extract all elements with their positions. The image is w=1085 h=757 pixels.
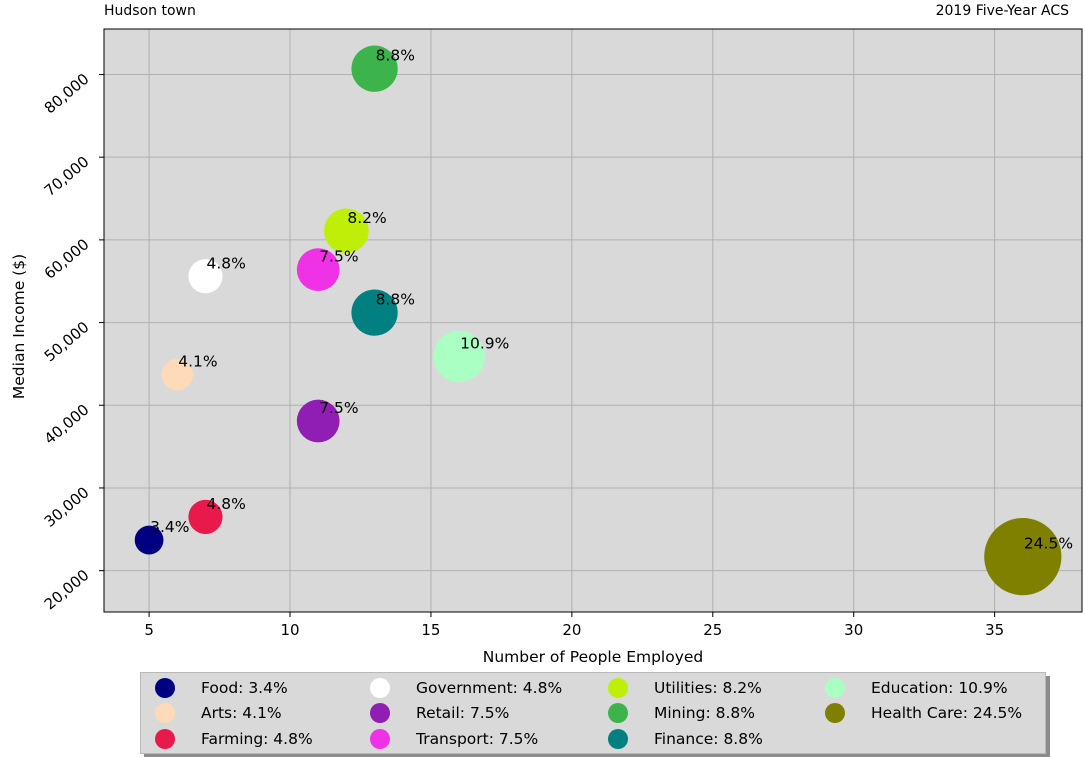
plot-area <box>104 29 1082 612</box>
legend-marker <box>155 703 175 723</box>
x-tick-label: 5 <box>144 621 154 639</box>
legend-label: Government: 4.8% <box>416 679 563 697</box>
bubble-label: 4.8% <box>206 254 245 272</box>
bubble-chart: 3.4% 4.1% 4.8% 4.8% 7.5% 7.5% 8.2% 8.8% 8.8% 10.9… <box>10 28 1083 666</box>
legend-marker <box>608 729 628 749</box>
legend-item: Mining: 8.8% <box>608 703 755 723</box>
bubble-transport <box>296 248 340 292</box>
y-tick-label: 50,000 <box>41 318 93 366</box>
legend-item: Farming: 4.8% <box>155 729 313 749</box>
legend-label: Transport: 7.5% <box>416 730 539 748</box>
bubble-finance <box>351 289 398 336</box>
legend-label: Arts: 4.1% <box>201 704 282 722</box>
header-right-title: 2019 Five-Year ACS <box>935 3 1069 19</box>
legend-marker <box>825 678 845 698</box>
bubble-label: 3.4% <box>150 518 189 536</box>
header-left-title: Hudson town <box>104 3 196 19</box>
bubble-label: 8.8% <box>376 291 415 309</box>
y-tick-label: 30,000 <box>41 483 93 531</box>
bubble-label: 24.5% <box>1024 535 1073 553</box>
x-axis-title: Number of People Employed <box>483 648 704 666</box>
bubble-label: 7.5% <box>319 248 358 266</box>
legend-marker <box>155 678 175 698</box>
bubble-label: 4.1% <box>178 353 217 371</box>
y-tick-label: 20,000 <box>41 566 93 614</box>
legend-marker <box>825 703 845 723</box>
legend-item: Health Care: 24.5% <box>825 703 1022 723</box>
x-tick-label: 10 <box>280 621 299 639</box>
bubble-government <box>188 259 223 294</box>
bubble-label: 8.8% <box>376 47 415 65</box>
y-tick-label: 40,000 <box>41 401 93 449</box>
legend-label: Food: 3.4% <box>201 679 288 697</box>
legend-marker <box>370 703 390 723</box>
legend-label: Utilities: 8.2% <box>654 679 762 697</box>
bubble-health-care <box>984 517 1062 596</box>
legend-label: Farming: 4.8% <box>201 730 313 748</box>
legend-label: Retail: 7.5% <box>416 704 510 722</box>
legend-item: Retail: 7.5% <box>370 703 509 723</box>
legend-item: Government: 4.8% <box>370 678 562 698</box>
bubble-label: 7.5% <box>319 399 358 417</box>
legend-item: Utilities: 8.2% <box>608 678 762 698</box>
y-tick-label: 70,000 <box>41 152 93 200</box>
legend-marker <box>370 678 390 698</box>
x-tick-label: 25 <box>703 621 722 639</box>
y-tick-label: 80,000 <box>41 70 93 118</box>
bubble-mining <box>351 45 398 92</box>
legend-item: Education: 10.9% <box>825 678 1008 698</box>
y-tick-label: 60,000 <box>41 235 93 283</box>
legend-item: Food: 3.4% <box>155 678 288 698</box>
legend-label: Finance: 8.8% <box>654 730 763 748</box>
legend-item: Transport: 7.5% <box>370 729 538 749</box>
legend-label: Health Care: 24.5% <box>871 704 1023 722</box>
legend-label: Education: 10.9% <box>871 679 1008 697</box>
bubble-label: 4.8% <box>206 495 245 513</box>
bubble-label: 10.9% <box>460 334 509 352</box>
plot-frame <box>103 28 1083 613</box>
bubble-arts <box>161 358 194 391</box>
legend-label: Mining: 8.8% <box>654 704 755 722</box>
x-tick-label: 15 <box>421 621 440 639</box>
legend-item: Finance: 8.8% <box>608 729 763 749</box>
legend-marker <box>155 729 175 749</box>
bubble-utilities <box>324 208 369 254</box>
bubble-food <box>134 525 164 555</box>
legend-marker <box>370 729 390 749</box>
bubble-retail <box>296 399 340 443</box>
x-tick-label: 30 <box>844 621 863 639</box>
bubble-label: 8.2% <box>347 209 386 227</box>
y-axis-title: Median Income ($) <box>10 254 28 399</box>
x-tick-label: 20 <box>562 621 581 639</box>
bubble-farming <box>188 499 223 534</box>
legend-item: Arts: 4.1% <box>155 703 282 723</box>
x-tick-label: 35 <box>985 621 1004 639</box>
legend-marker <box>608 678 628 698</box>
legend-marker <box>608 703 628 723</box>
bubble-education <box>433 330 485 383</box>
chart-legend: Food: 3.4% Arts: 4.1% Farming: 4.8% Governm… <box>140 672 1046 754</box>
